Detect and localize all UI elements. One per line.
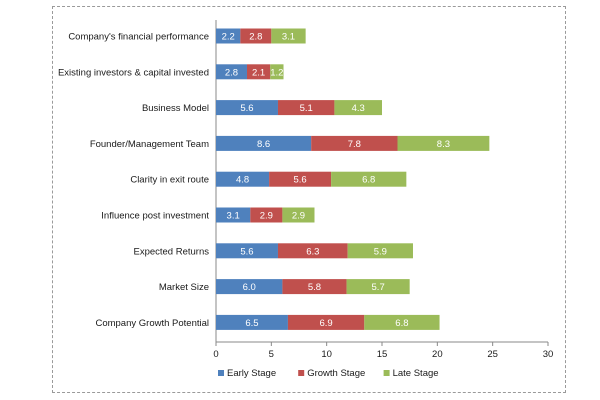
data-label: 6.9 <box>320 318 333 329</box>
data-label: 6.8 <box>362 175 375 186</box>
bar-late-stage <box>364 314 440 330</box>
data-label: 1.2 <box>270 67 283 78</box>
bar-early-stage <box>216 171 270 187</box>
bar-growth-stage <box>250 207 283 223</box>
data-label: 2.9 <box>260 211 273 222</box>
bar-late-stage <box>271 28 306 44</box>
bar-early-stage <box>216 314 288 330</box>
bar-early-stage <box>216 135 312 151</box>
data-label: 4.8 <box>236 175 249 186</box>
bar-late-stage <box>270 64 284 80</box>
legend-entry: Late Stage <box>393 368 439 379</box>
data-label: 2.8 <box>225 67 238 78</box>
bar-early-stage <box>216 28 241 44</box>
data-label: 2.8 <box>249 32 262 43</box>
x-tick-label: 10 <box>321 349 332 360</box>
data-label: 5.6 <box>240 103 253 114</box>
bar-growth-stage <box>287 314 365 330</box>
chart-frame <box>52 6 566 393</box>
bar-early-stage <box>216 100 278 116</box>
bar-early-stage <box>216 64 247 80</box>
x-tick-label: 5 <box>269 349 274 360</box>
bar-early-stage <box>216 207 251 223</box>
data-label: 3.1 <box>282 32 295 43</box>
data-label: 6.8 <box>395 318 408 329</box>
data-label: 5.8 <box>308 282 321 293</box>
data-label: 5.6 <box>293 175 306 186</box>
data-label: 2.2 <box>222 32 235 43</box>
category-label: Company Growth Potential <box>95 318 209 329</box>
category-label: Company's financial performance <box>68 32 209 43</box>
bar-growth-stage <box>277 100 335 116</box>
bar-growth-stage <box>311 135 398 151</box>
bar-late-stage <box>334 100 382 116</box>
data-label: 2.9 <box>292 211 305 222</box>
bar-early-stage <box>216 243 278 259</box>
x-tick-label: 25 <box>487 349 498 360</box>
x-tick-label: 30 <box>543 349 554 360</box>
legend-entry: Growth Stage <box>307 368 365 379</box>
bar-late-stage <box>282 207 315 223</box>
bar-late-stage <box>397 135 490 151</box>
legend-swatch <box>218 370 224 376</box>
category-label: Founder/Management Team <box>90 139 209 150</box>
bar-growth-stage <box>282 279 347 295</box>
bar-late-stage <box>347 243 413 259</box>
x-tick-label: 15 <box>377 349 388 360</box>
data-label: 4.3 <box>352 103 365 114</box>
legend-swatch <box>383 370 390 376</box>
bar-growth-stage <box>269 171 332 187</box>
x-tick-label: 0 <box>213 349 218 360</box>
category-label: Market Size <box>159 282 209 293</box>
bar-early-stage <box>216 279 283 295</box>
data-label: 5.7 <box>372 282 385 293</box>
bar-growth-stage <box>246 64 271 80</box>
bar-growth-stage <box>277 243 348 259</box>
bar-late-stage <box>331 171 407 187</box>
legend-swatch <box>298 370 305 376</box>
bar-late-stage <box>346 279 410 295</box>
data-label: 6.0 <box>243 282 256 293</box>
data-label: 2.1 <box>252 67 265 78</box>
category-label: Existing investors & capital invested <box>58 67 209 78</box>
category-label: Business Model <box>142 103 209 114</box>
legend-entry: Early Stage <box>227 368 276 379</box>
x-tick-label: 20 <box>432 349 443 360</box>
data-label: 8.6 <box>257 139 270 150</box>
category-label: Influence post investment <box>101 211 209 222</box>
data-label: 7.8 <box>348 139 361 150</box>
data-label: 8.3 <box>437 139 450 150</box>
data-label: 6.5 <box>245 318 258 329</box>
category-label: Clarity in exit route <box>130 175 209 186</box>
data-label: 6.3 <box>306 246 319 257</box>
data-label: 5.6 <box>240 246 253 257</box>
bar-growth-stage <box>240 28 272 44</box>
data-label: 3.1 <box>227 211 240 222</box>
category-label: Expected Returns <box>133 246 209 257</box>
data-label: 5.9 <box>374 246 387 257</box>
data-label: 5.1 <box>300 103 313 114</box>
